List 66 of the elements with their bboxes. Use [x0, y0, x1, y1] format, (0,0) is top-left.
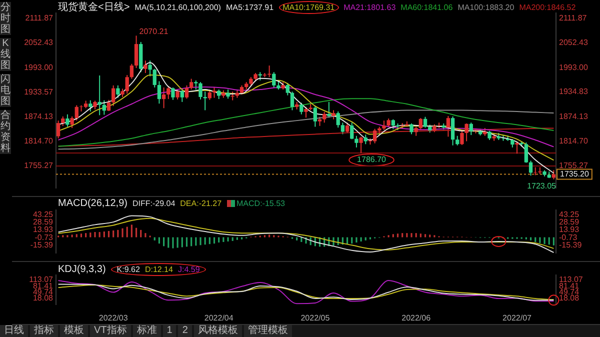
text: MA21:1801.63 [344, 2, 396, 13]
text: 风格模板 [194, 325, 242, 337]
y2-tick-label: 49.74 [559, 288, 580, 296]
text: 2 [178, 325, 192, 337]
y2-tick-label: 1874.13 [559, 112, 588, 121]
chart-title: 现货黄金<日线> [58, 2, 130, 13]
y2-tick-label: 43.25 [559, 210, 580, 219]
y-tick-label: 1755.27 [24, 161, 54, 170]
y-tick-label: 1874.13 [24, 112, 54, 121]
text: 模板 [60, 325, 88, 337]
chart-subtitle: MA(5,10,21,60,100,200) [134, 2, 221, 13]
y2-tick-label: -0.73 [559, 232, 578, 242]
chart-title: KDJ(9,3,3) [58, 264, 106, 275]
annotation: 1723.05 [527, 181, 557, 190]
y2-tick-label: 1934.83 [559, 86, 588, 96]
series-label: DEA:-21.27 [180, 198, 222, 209]
oval-outline: MA10:1769.31 [278, 1, 339, 14]
text: 指标 [30, 325, 58, 337]
y-tick-label: 1993.00 [24, 62, 54, 72]
text: 合约资料 [0, 110, 11, 154]
y2-tick-label: 2052.43 [559, 38, 588, 48]
x-tick-label: 2022/07 [502, 313, 532, 322]
annotation: 2070.21 [139, 26, 169, 36]
y-tick-label: 13.93 [32, 225, 54, 234]
text: K线图 [0, 38, 11, 71]
legend-label: MACD:-15.53 [236, 198, 285, 209]
x-tick-label: 2022/06 [402, 313, 432, 322]
y2-tick-label: 1814.70 [559, 136, 588, 146]
ref-line-label: 1735.20 [560, 169, 590, 178]
y-tick-label: -15.39 [30, 240, 54, 250]
y2-tick-label: 13.93 [559, 225, 580, 234]
y2-tick-label: 18.08 [559, 294, 580, 303]
text: VT指标 [90, 325, 131, 337]
text: MA60:1841.06 [400, 2, 453, 13]
x-tick-label: 2022/03 [98, 313, 128, 322]
y-tick-label: 2052.43 [24, 38, 54, 48]
text: 分时图 [0, 2, 11, 35]
series-label: D:12.14 [144, 264, 173, 275]
x-tick-label: 2022/05 [300, 313, 330, 322]
text: 管理模板 [244, 325, 292, 337]
text: MA5:1737.91 [226, 2, 274, 13]
y-tick-label: 2111.87 [25, 14, 54, 23]
series-label: DIFF:-29.04 [132, 198, 176, 209]
y-tick-label: 1814.70 [24, 136, 54, 146]
text: 日线 [0, 325, 28, 337]
series-label: K:9.62 [116, 264, 140, 275]
text: 标准 [132, 325, 161, 337]
y2-tick-label: 28.59 [559, 217, 580, 226]
text: 1 [162, 325, 176, 337]
text: 闪电图 [0, 74, 11, 107]
ref-line-label: 1786.70 [357, 155, 387, 164]
text: MA100:1883.20 [458, 2, 514, 13]
y-tick-label: 28.59 [32, 217, 54, 226]
text: MA200:1846.52 [519, 2, 576, 13]
y-tick-label: 18.08 [32, 294, 54, 303]
y-tick-label: -0.73 [34, 232, 54, 242]
y-tick-label: 1933.57 [24, 87, 54, 96]
y2-tick-label: 2111.87 [559, 14, 588, 23]
chart-title: MACD(26,12,9) [58, 198, 128, 209]
y2-tick-label: -15.39 [559, 240, 582, 250]
y-tick-label: 43.25 [32, 210, 54, 219]
y-tick-label: 49.74 [32, 288, 54, 296]
y2-tick-label: 1755.27 [559, 161, 588, 170]
y2-tick-label: 1993.00 [559, 62, 588, 72]
x-tick-label: 2022/04 [204, 313, 234, 322]
oval-outline: K:9.62 D:12.14 J:4.59 [110, 263, 206, 276]
